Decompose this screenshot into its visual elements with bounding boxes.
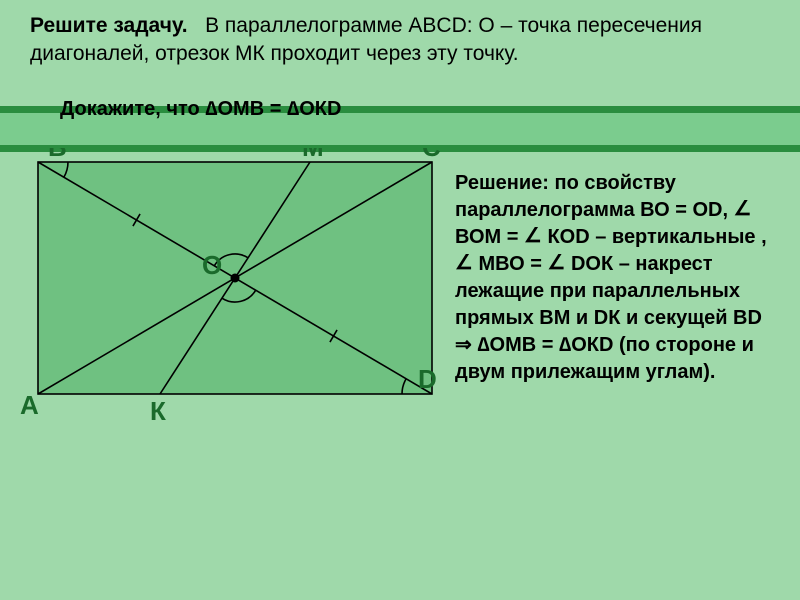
svg-text:В: В xyxy=(48,148,67,162)
svg-text:С: С xyxy=(422,148,441,162)
problem-prove: Докажите, что ∆ОМВ = ∆ОКD xyxy=(60,97,341,122)
svg-text:К: К xyxy=(150,396,166,426)
svg-text:М: М xyxy=(302,148,324,162)
solution-label: Решение: xyxy=(455,172,549,194)
diagram-svg: А В С D М К О xyxy=(20,148,450,438)
problem-statement: Решите задачу. В параллелограмме ABCD: О… xyxy=(30,12,770,69)
svg-text:О: О xyxy=(202,250,222,280)
problem-header: Решите задачу. В параллелограмме ABCD: О… xyxy=(30,12,770,69)
parallelogram-diagram: А В С D М К О xyxy=(20,148,450,438)
svg-text:А: А xyxy=(20,390,39,420)
solution-body: по свойству параллелограмма ВО = ОD, ∠ В… xyxy=(455,172,767,383)
slide-root: Решите задачу. В параллелограмме ABCD: О… xyxy=(0,0,800,600)
problem-bold-prefix: Решите задачу. xyxy=(30,14,188,37)
svg-text:D: D xyxy=(418,364,437,394)
solution-text: Решение: по свойству параллелограмма ВО … xyxy=(455,170,780,386)
